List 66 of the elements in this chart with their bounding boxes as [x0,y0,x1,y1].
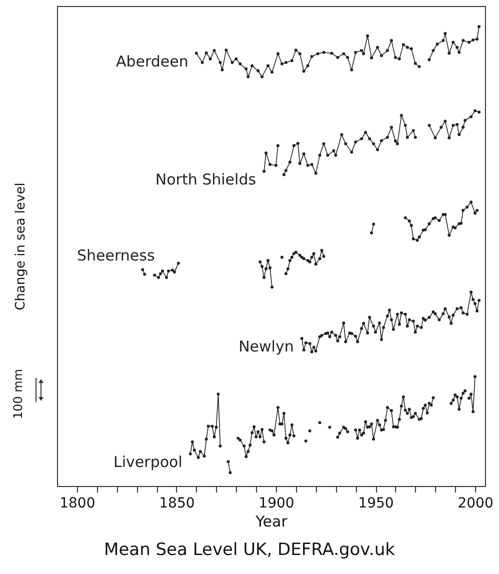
point [298,162,302,166]
point [326,154,330,157]
point [350,150,354,154]
point [332,149,336,152]
point [354,140,358,144]
series-label: Newlyn [238,338,294,356]
x-tick-label: 2000 [458,496,494,512]
point [444,120,447,123]
point [414,136,417,139]
point [396,142,399,146]
point [386,136,389,139]
point [464,118,467,122]
point [296,142,300,145]
point [400,114,403,117]
point [288,160,292,164]
point [364,130,368,134]
point [474,109,477,112]
x-axis-title: Year [254,512,288,530]
point [310,162,314,166]
x-tick-label: 1800 [60,496,96,512]
point [390,126,393,129]
point [276,144,280,148]
point [344,142,348,146]
point [264,151,268,154]
point [462,126,465,129]
point [452,124,455,127]
point [412,128,415,132]
y-axis-title: Change in sea level [14,182,28,310]
point [334,154,338,157]
point [340,133,344,136]
point [380,139,383,142]
series-label: Sheerness [77,246,155,265]
point [478,110,481,114]
point [262,170,266,173]
series-label: Aberdeen [116,52,188,70]
text: Mean Sea Level UK, DEFRA.gov.uk [103,540,396,560]
point [372,142,376,146]
point [322,142,326,146]
point [456,123,459,126]
point [302,152,306,156]
series-label: North Shields [155,170,256,188]
point [394,140,397,143]
point [306,164,310,167]
point [368,137,372,140]
point [318,154,322,157]
point [458,133,461,136]
point [406,136,409,139]
point [274,164,278,167]
point [360,137,364,140]
point [314,172,318,175]
series-label: Liverpool [114,452,182,471]
point [268,162,272,166]
point [292,144,296,148]
x-tick-label: 1900 [258,496,294,512]
x-tick-label: 1950 [358,496,394,512]
point [434,136,437,140]
text: 100 mm [11,368,25,420]
point [428,124,431,127]
x-tick-label: 1850 [159,496,195,512]
point [404,124,407,127]
point [440,126,443,129]
point [470,115,473,118]
point [282,173,286,176]
point [376,148,379,152]
point [448,136,451,140]
point [284,168,288,172]
